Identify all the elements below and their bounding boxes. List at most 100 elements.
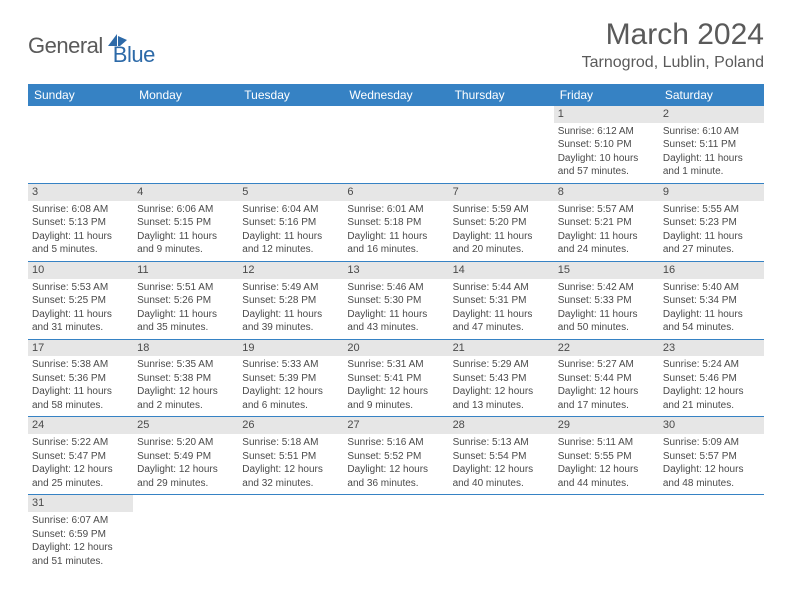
daylight-text: Daylight: 11 hours and 1 minute. [663,152,760,179]
weekday-header: Friday [554,84,659,106]
day-number: 15 [554,262,659,279]
sunset-text: Sunset: 6:59 PM [32,528,129,542]
sunset-text: Sunset: 5:38 PM [137,372,234,386]
daylight-text: Daylight: 11 hours and 27 minutes. [663,230,760,257]
daylight-text: Daylight: 11 hours and 50 minutes. [558,308,655,335]
day-number: 6 [343,184,448,201]
sunrise-text: Sunrise: 5:11 AM [558,436,655,450]
calendar-cell: 22Sunrise: 5:27 AMSunset: 5:44 PMDayligh… [554,339,659,417]
sunrise-text: Sunrise: 5:40 AM [663,281,760,295]
sunset-text: Sunset: 5:23 PM [663,216,760,230]
day-number: 9 [659,184,764,201]
sunset-text: Sunset: 5:33 PM [558,294,655,308]
sunrise-text: Sunrise: 6:07 AM [32,514,129,528]
calendar-cell: 1Sunrise: 6:12 AMSunset: 5:10 PMDaylight… [554,106,659,183]
logo-text-general: General [28,33,103,59]
calendar-cell: 4Sunrise: 6:06 AMSunset: 5:15 PMDaylight… [133,183,238,261]
calendar-cell: 30Sunrise: 5:09 AMSunset: 5:57 PMDayligh… [659,417,764,495]
sunrise-text: Sunrise: 6:01 AM [347,203,444,217]
weekday-header-row: Sunday Monday Tuesday Wednesday Thursday… [28,84,764,106]
day-number: 29 [554,417,659,434]
calendar-cell [238,106,343,183]
day-number: 31 [28,495,133,512]
daylight-text: Daylight: 12 hours and 51 minutes. [32,541,129,568]
sunset-text: Sunset: 5:16 PM [242,216,339,230]
daylight-text: Daylight: 11 hours and 9 minutes. [137,230,234,257]
daylight-text: Daylight: 11 hours and 58 minutes. [32,385,129,412]
calendar-cell [238,495,343,572]
calendar-cell: 14Sunrise: 5:44 AMSunset: 5:31 PMDayligh… [449,261,554,339]
day-number: 1 [554,106,659,123]
sunrise-text: Sunrise: 5:24 AM [663,358,760,372]
sunset-text: Sunset: 5:10 PM [558,138,655,152]
calendar-cell: 23Sunrise: 5:24 AMSunset: 5:46 PMDayligh… [659,339,764,417]
sunrise-text: Sunrise: 5:18 AM [242,436,339,450]
logo: General Blue [28,24,155,68]
calendar-cell [133,495,238,572]
daylight-text: Daylight: 11 hours and 24 minutes. [558,230,655,257]
daylight-text: Daylight: 12 hours and 48 minutes. [663,463,760,490]
sunrise-text: Sunrise: 5:13 AM [453,436,550,450]
sunrise-text: Sunrise: 5:16 AM [347,436,444,450]
sunrise-text: Sunrise: 6:06 AM [137,203,234,217]
calendar-cell: 3Sunrise: 6:08 AMSunset: 5:13 PMDaylight… [28,183,133,261]
sunset-text: Sunset: 5:44 PM [558,372,655,386]
calendar-cell [449,106,554,183]
calendar-cell: 31 Sunrise: 6:07 AMSunset: 6:59 PMDayligh… [28,495,133,572]
calendar-cell: 24Sunrise: 5:22 AMSunset: 5:47 PMDayligh… [28,417,133,495]
sunrise-text: Sunrise: 5:59 AM [453,203,550,217]
daylight-text: Daylight: 12 hours and 32 minutes. [242,463,339,490]
calendar-body: 1Sunrise: 6:12 AMSunset: 5:10 PMDaylight… [28,106,764,572]
weekday-header: Monday [133,84,238,106]
sunset-text: Sunset: 5:31 PM [453,294,550,308]
calendar-table: Sunday Monday Tuesday Wednesday Thursday… [28,84,764,572]
sunrise-text: Sunrise: 5:35 AM [137,358,234,372]
sunrise-text: Sunrise: 5:42 AM [558,281,655,295]
day-number: 7 [449,184,554,201]
sunset-text: Sunset: 5:30 PM [347,294,444,308]
calendar-cell [554,495,659,572]
calendar-row: 17Sunrise: 5:38 AMSunset: 5:36 PMDayligh… [28,339,764,417]
calendar-cell: 29Sunrise: 5:11 AMSunset: 5:55 PMDayligh… [554,417,659,495]
sunset-text: Sunset: 5:11 PM [663,138,760,152]
calendar-cell [28,106,133,183]
location: Tarnogrod, Lublin, Poland [582,54,764,72]
calendar-cell: 10Sunrise: 5:53 AMSunset: 5:25 PMDayligh… [28,261,133,339]
daylight-text: Daylight: 11 hours and 54 minutes. [663,308,760,335]
calendar-cell: 2Sunrise: 6:10 AMSunset: 5:11 PMDaylight… [659,106,764,183]
weekday-header: Wednesday [343,84,448,106]
calendar-row: 24Sunrise: 5:22 AMSunset: 5:47 PMDayligh… [28,417,764,495]
sunset-text: Sunset: 5:28 PM [242,294,339,308]
calendar-cell: 15 Sunrise: 5:42 AMSunset: 5:33 PMDayligh… [554,261,659,339]
calendar-row: 10Sunrise: 5:53 AMSunset: 5:25 PMDayligh… [28,261,764,339]
calendar-cell: 11Sunrise: 5:51 AMSunset: 5:26 PMDayligh… [133,261,238,339]
sunrise-text: Sunrise: 5:29 AM [453,358,550,372]
day-number: 2 [659,106,764,123]
sunrise-text: Sunrise: 5:09 AM [663,436,760,450]
daylight-text: Daylight: 12 hours and 6 minutes. [242,385,339,412]
daylight-text: Daylight: 11 hours and 39 minutes. [242,308,339,335]
day-number: 8 [554,184,659,201]
sunrise-text: Sunrise: 5:55 AM [663,203,760,217]
calendar-cell: 12Sunrise: 5:49 AMSunset: 5:28 PMDayligh… [238,261,343,339]
sunset-text: Sunset: 5:52 PM [347,450,444,464]
daylight-text: Daylight: 11 hours and 20 minutes. [453,230,550,257]
daylight-text: Daylight: 12 hours and 36 minutes. [347,463,444,490]
day-number: 3 [28,184,133,201]
sunset-text: Sunset: 5:47 PM [32,450,129,464]
sunrise-text: Sunrise: 5:20 AM [137,436,234,450]
day-number: 16 [659,262,764,279]
day-number: 26 [238,417,343,434]
day-number: 23 [659,340,764,357]
sunset-text: Sunset: 5:41 PM [347,372,444,386]
calendar-cell: 21Sunrise: 5:29 AMSunset: 5:43 PMDayligh… [449,339,554,417]
daylight-text: Daylight: 11 hours and 47 minutes. [453,308,550,335]
sunset-text: Sunset: 5:46 PM [663,372,760,386]
calendar-cell: 19Sunrise: 5:33 AMSunset: 5:39 PMDayligh… [238,339,343,417]
daylight-text: Daylight: 11 hours and 12 minutes. [242,230,339,257]
day-number: 21 [449,340,554,357]
daylight-text: Daylight: 12 hours and 40 minutes. [453,463,550,490]
title-block: March 2024 Tarnogrod, Lublin, Poland [582,18,764,72]
calendar-cell: 26Sunrise: 5:18 AMSunset: 5:51 PMDayligh… [238,417,343,495]
day-number: 5 [238,184,343,201]
